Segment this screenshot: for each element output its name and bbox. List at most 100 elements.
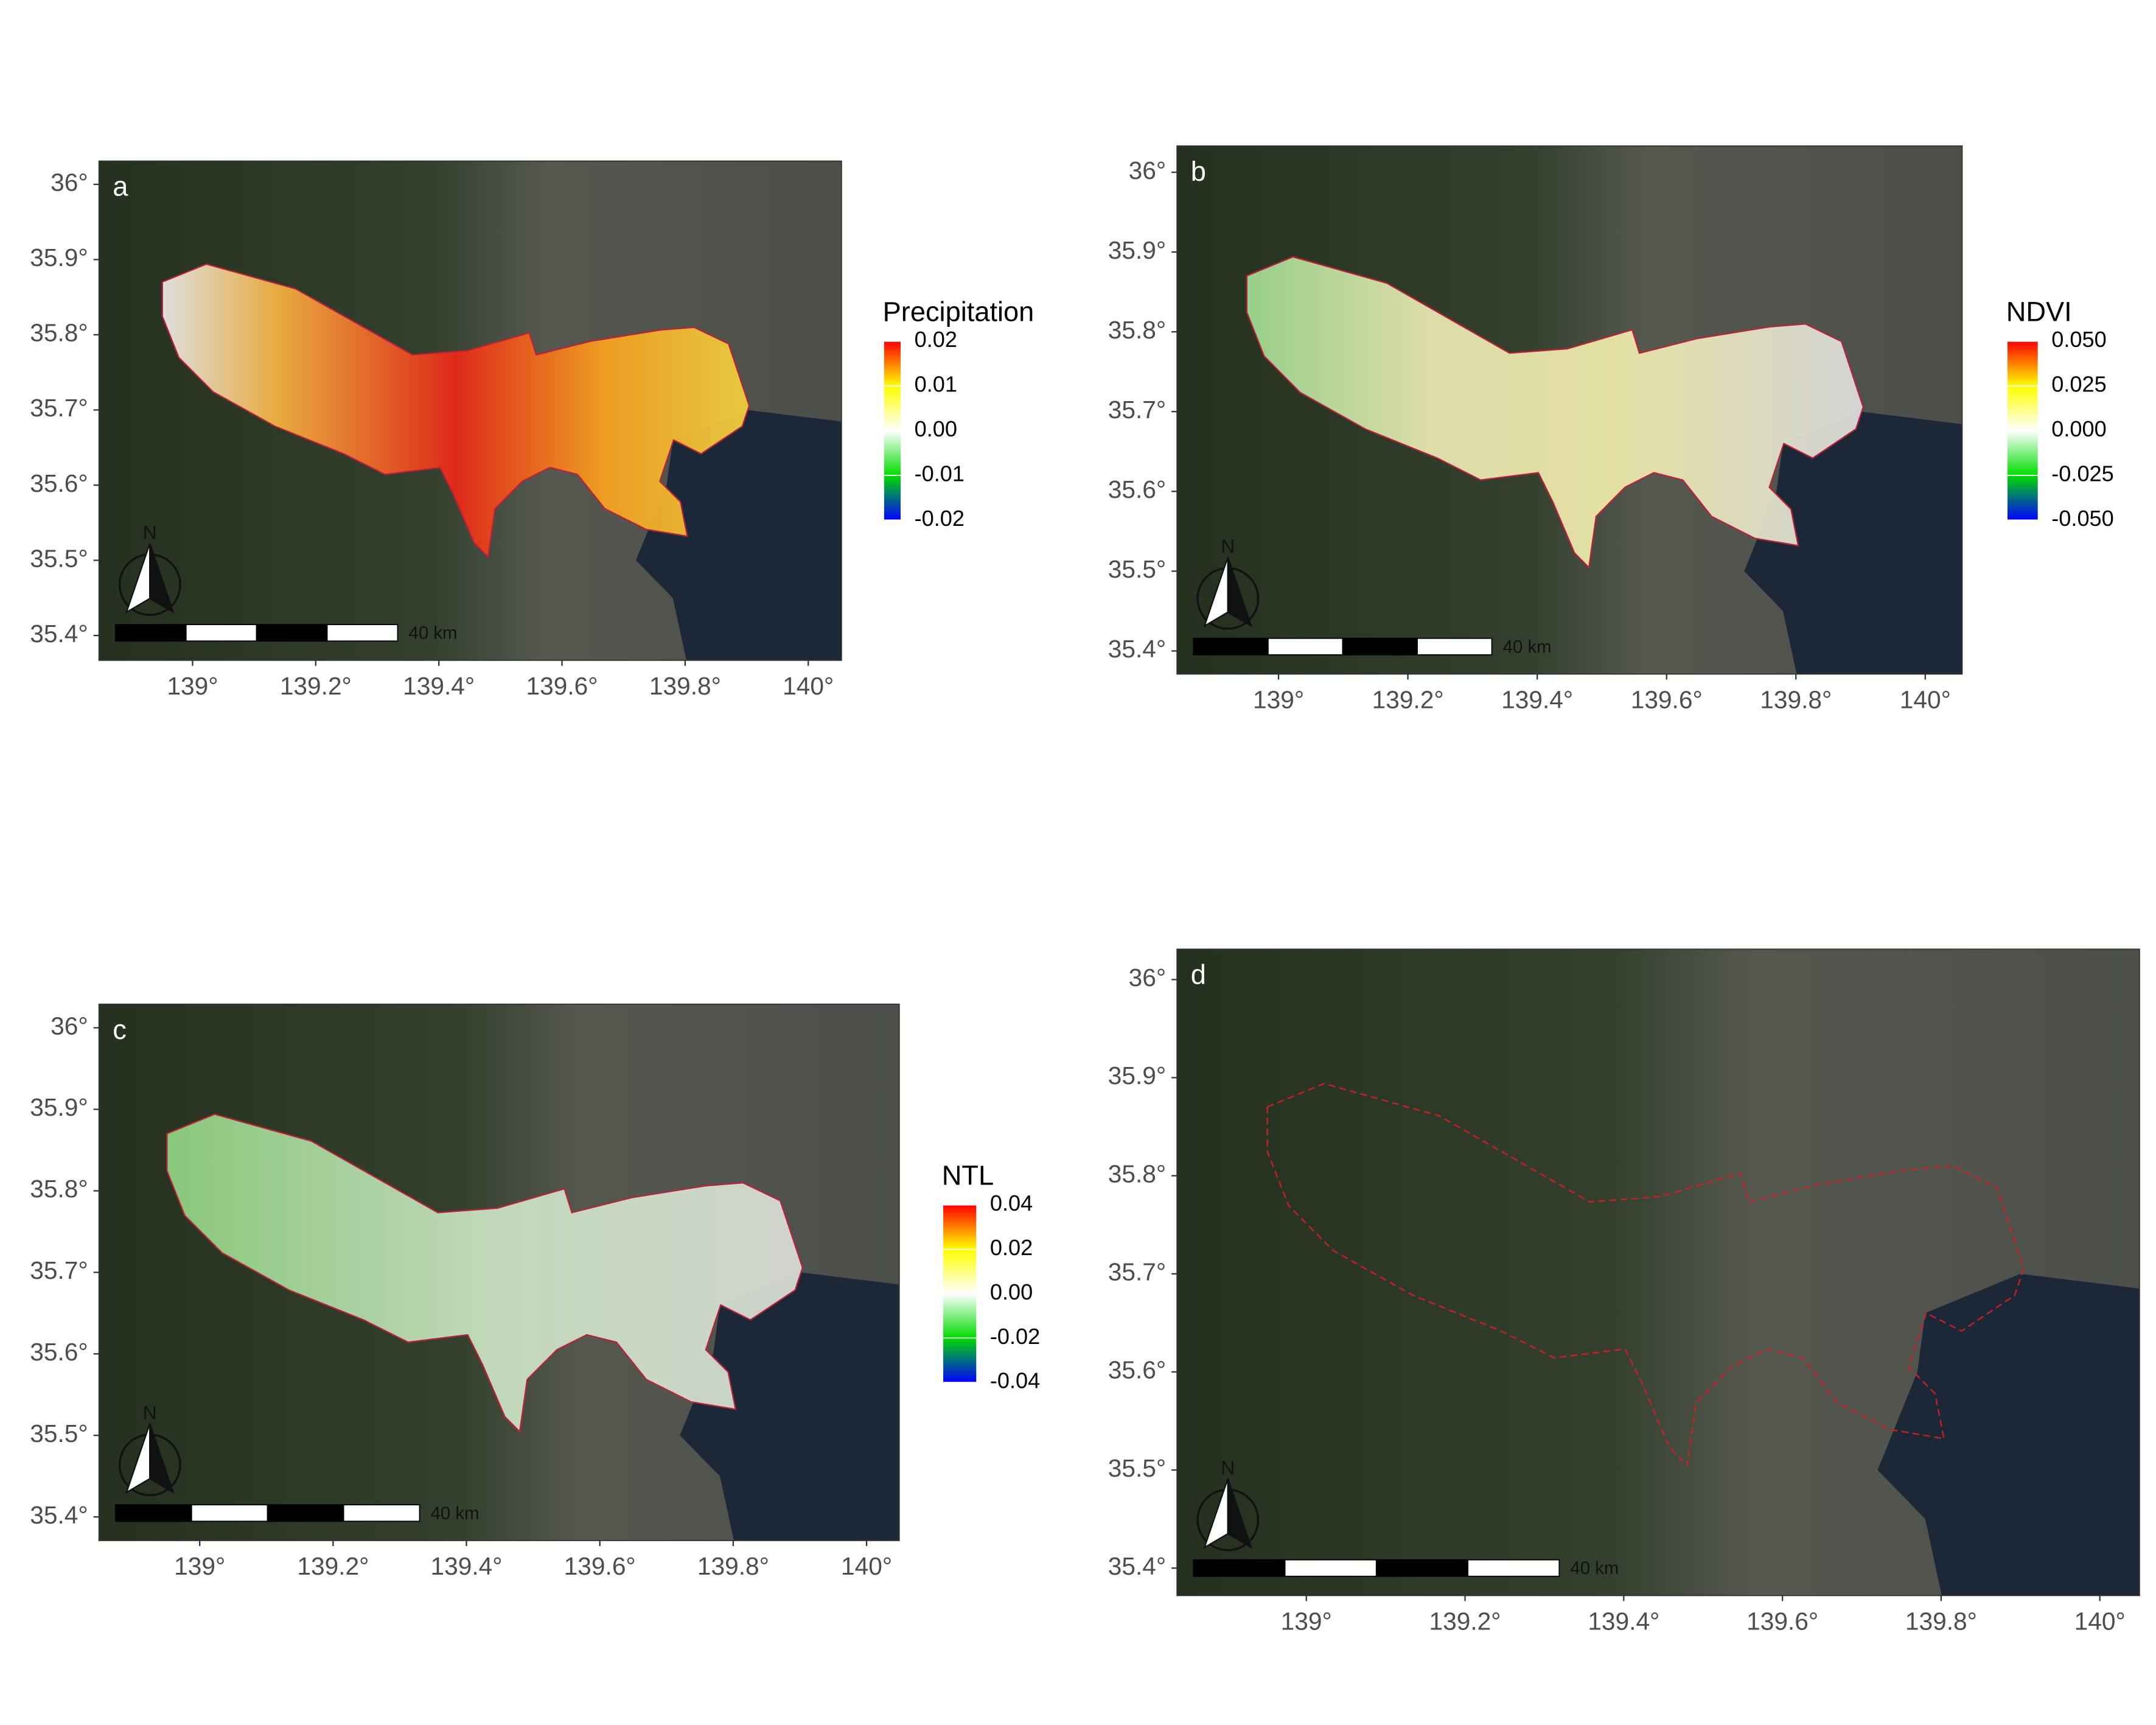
- scale-segment: [1193, 637, 1269, 656]
- north-arrow-right: [149, 1423, 175, 1494]
- y-tick-label: 35.9°: [1108, 236, 1166, 264]
- north-label: N: [1221, 535, 1235, 557]
- north-label: N: [1221, 1457, 1235, 1478]
- y-tick-label: 35.7°: [1108, 396, 1166, 424]
- y-tick-label: 35.4°: [30, 620, 88, 648]
- x-tick-label: 140°: [783, 672, 834, 700]
- x-tick-label: 139.8°: [649, 672, 721, 700]
- y-tick-label: 35.5°: [1108, 555, 1166, 583]
- scale-segment: [190, 1504, 268, 1522]
- x-tick-label: 139.8°: [1905, 1607, 1977, 1635]
- y-tick-label: 36°: [1129, 964, 1166, 992]
- x-tick-label: 139.2°: [280, 672, 352, 700]
- study-area: [161, 263, 750, 559]
- legend-title: NDVI: [2006, 296, 2072, 327]
- y-tick-label: 35.6°: [1108, 475, 1166, 503]
- north-label: N: [143, 521, 157, 543]
- y-tick-label: 35.7°: [30, 1256, 88, 1284]
- y-tick-label: 35.6°: [30, 469, 88, 497]
- legend-tick-label: -0.04: [990, 1368, 1040, 1393]
- x-tick-label: 140°: [1900, 685, 1951, 713]
- y-tick-label: 35.5°: [1108, 1454, 1166, 1482]
- scale-segment: [343, 1504, 420, 1522]
- legend-tick-label: 0.00: [915, 416, 957, 441]
- map-panel: a 139° 139.2° 139.4° 139.6° 139.8° 140° 35.4° 35…: [30, 160, 1034, 700]
- map-area: [99, 1004, 899, 1541]
- scale-segment: [114, 624, 187, 642]
- north-arrow-right: [1227, 1478, 1253, 1549]
- legend-tick-label: 0.01: [915, 372, 957, 397]
- map-frame: [1176, 948, 2140, 1597]
- y-tick-label: 36°: [1129, 156, 1166, 184]
- legend-title: Precipitation: [883, 296, 1034, 327]
- x-tick-label: 139°: [1253, 685, 1304, 713]
- map-frame: [1176, 145, 1963, 675]
- y-tick-label: 35.4°: [1108, 635, 1166, 663]
- y-tick-label: 35.5°: [30, 1419, 88, 1447]
- map-frame: [98, 160, 842, 661]
- scale-segment: [326, 624, 399, 642]
- scale-segment: [1284, 1559, 1377, 1577]
- y-tick-label: 35.8°: [1108, 316, 1166, 344]
- scale-segment: [1417, 637, 1493, 656]
- map-area: [99, 161, 842, 660]
- study-area: [1246, 256, 1865, 569]
- x-tick-label: 139.6°: [1746, 1607, 1818, 1635]
- legend-tick-label: -0.025: [2051, 461, 2113, 486]
- scale-label: 40 km: [1503, 637, 1552, 657]
- map-area: [1177, 145, 1962, 674]
- scale-segment: [185, 624, 257, 642]
- scale-segment: [256, 624, 328, 642]
- north-arrow-right: [1227, 557, 1253, 628]
- x-tick-label: 139.6°: [1631, 685, 1703, 713]
- x-tick-label: 139.4°: [431, 1552, 503, 1580]
- y-tick-label: 36°: [51, 1012, 88, 1040]
- scale-segment: [1267, 637, 1344, 656]
- x-tick-label: 139.2°: [297, 1552, 369, 1580]
- legend-tick-label: 0.000: [2051, 416, 2106, 441]
- y-tick-label: 35.5°: [30, 544, 88, 572]
- legend-tick-label: 0.04: [990, 1191, 1033, 1216]
- map-area: [1177, 949, 2140, 1596]
- y-tick-label: 35.6°: [1108, 1356, 1166, 1384]
- scale-segment: [1375, 1559, 1468, 1577]
- tokyo-bay: [680, 1272, 899, 1541]
- x-tick-label: 139.6°: [564, 1552, 636, 1580]
- x-tick-label: 139°: [167, 672, 218, 700]
- y-tick-label: 35.4°: [1108, 1552, 1166, 1580]
- x-tick-label: 139°: [1281, 1607, 1332, 1635]
- y-tick-label: 35.8°: [1108, 1160, 1166, 1188]
- x-tick-label: 140°: [2074, 1607, 2126, 1635]
- y-tick-label: 35.8°: [30, 319, 88, 347]
- y-tick-label: 35.4°: [30, 1501, 88, 1529]
- legend-tick-label: 0.00: [990, 1279, 1033, 1304]
- scale-label: 40 km: [431, 1503, 480, 1524]
- x-tick-label: 140°: [841, 1552, 892, 1580]
- legend-tick-label: -0.02: [990, 1324, 1040, 1349]
- x-tick-label: 139.4°: [1501, 685, 1573, 713]
- panel-label: b: [1191, 156, 1206, 187]
- y-tick-label: 35.9°: [1108, 1062, 1166, 1090]
- x-tick-label: 139.8°: [1760, 685, 1832, 713]
- panel-label: a: [113, 171, 128, 202]
- y-tick-label: 35.6°: [30, 1338, 88, 1366]
- x-tick-label: 139°: [174, 1552, 225, 1580]
- scale-segment: [1193, 1559, 1286, 1577]
- map-panel: c 139° 139.2° 139.4° 139.6° 139.8° 140° 35.4° 35…: [30, 1003, 1040, 1580]
- legend-title: NTL: [942, 1160, 994, 1191]
- scale-label: 40 km: [1570, 1558, 1619, 1578]
- study-area: [166, 1113, 804, 1433]
- map-panel: d 139° 139.2° 139.4° 139.6° 139.8° 140° 35.4° 35…: [1108, 948, 2140, 1635]
- study-area: [1266, 1082, 2025, 1468]
- scale-segment: [267, 1504, 344, 1522]
- legend-tick-label: 0.02: [990, 1235, 1033, 1260]
- scale-segment: [1342, 637, 1418, 656]
- scale-segment: [1467, 1559, 1560, 1577]
- y-tick-label: 35.9°: [30, 1093, 88, 1121]
- x-tick-label: 139.4°: [1588, 1607, 1659, 1635]
- map-panel: b 139° 139.2° 139.4° 139.6° 139.8° 140° 35.4° 35…: [1108, 145, 2114, 713]
- scale-segment: [114, 1504, 192, 1522]
- north-label: N: [143, 1401, 157, 1423]
- x-tick-label: 139.2°: [1372, 685, 1444, 713]
